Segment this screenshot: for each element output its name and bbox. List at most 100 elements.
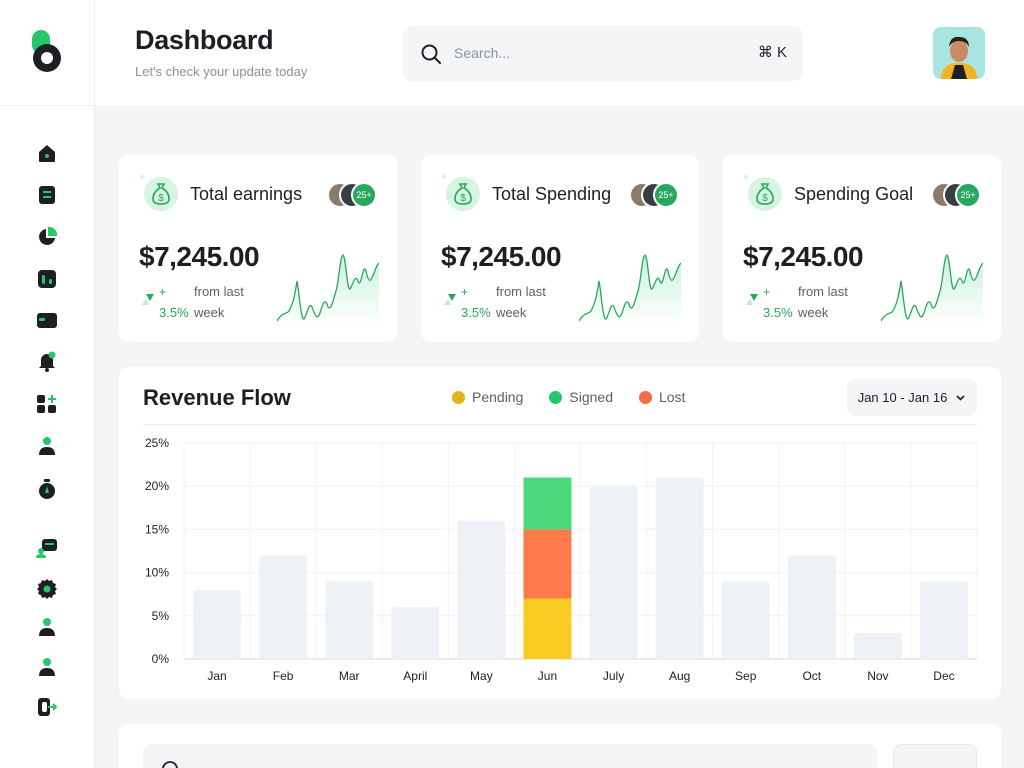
trend-percent: 3.5% [461, 305, 491, 320]
x-tick-label: Feb [273, 669, 294, 683]
wallet-icon [37, 313, 57, 328]
revenue-title: Revenue Flow [143, 385, 291, 410]
divider [143, 424, 977, 425]
trend-from-label: from last [798, 284, 848, 299]
sidebar-item-notifications[interactable] [33, 347, 61, 375]
y-tick-label: 15% [145, 522, 169, 536]
stat-card-total-spending: $ Total Spending 25+ $7,245.00 + 3.5% fr… [421, 155, 699, 342]
search-bar[interactable]: Search... ⌘ K [403, 26, 803, 81]
legend-label: Pending [472, 389, 524, 405]
bar-segment-lost [523, 529, 572, 599]
sidebar-item-analytics[interactable] [33, 265, 61, 293]
bar [391, 607, 440, 659]
bell-icon [39, 351, 56, 372]
bar [919, 581, 968, 659]
legend-item-pending[interactable]: Pending [452, 389, 523, 405]
legend-label: Lost [658, 389, 686, 405]
svg-text:$: $ [158, 193, 164, 204]
logout-icon [38, 698, 58, 716]
date-range-dropdown[interactable]: Jan 10 - Jan 16 [847, 379, 977, 416]
search-input[interactable]: Search... [454, 45, 511, 61]
sidebar-item-messages[interactable] [33, 534, 61, 562]
avatar-count-badge: 25+ [955, 182, 981, 208]
money-bag-icon: $ [140, 175, 178, 211]
date-range-label: Jan 10 - Jan 16 [857, 390, 948, 405]
card-value: $7,245.00 [743, 241, 864, 272]
sidebar-item-settings[interactable] [33, 574, 61, 602]
stat-card-total-earnings: $ Total earnings 25+ $7,245.00 + 3.5% fr… [119, 155, 397, 342]
bar [325, 581, 374, 659]
legend-dot [452, 390, 465, 404]
bar [787, 555, 836, 659]
bar-chart-icon [38, 270, 56, 288]
gear-icon [37, 579, 57, 599]
bar [457, 520, 506, 659]
page-title: Dashboard [135, 25, 274, 55]
avatar-count-badge: 25+ [653, 182, 679, 208]
x-tick-label: Jan [207, 669, 226, 683]
sidebar-item-reports[interactable] [33, 223, 61, 251]
search-icon [162, 761, 178, 768]
avatar[interactable] [933, 27, 985, 79]
legend-dot [638, 390, 652, 404]
document-icon [39, 186, 55, 204]
bar [259, 555, 308, 659]
x-tick-label: April [403, 669, 427, 683]
avatar-count-badge: 25+ [351, 182, 377, 208]
x-tick-label: July [603, 669, 624, 683]
legend-item-signed[interactable]: Signed [549, 389, 613, 405]
svg-text:$: $ [762, 193, 768, 204]
sidebar-item-documents[interactable] [33, 181, 61, 209]
page-subtitle: Let's check your update today [135, 64, 308, 79]
timer-icon [39, 479, 55, 499]
bar [655, 477, 704, 659]
bar-segment-pending [523, 598, 572, 659]
card-avatars: 25+ [931, 182, 981, 208]
trend-down-icon [444, 294, 456, 305]
sidebar-item-account[interactable] [33, 613, 61, 641]
sidebar-item-team[interactable] [33, 653, 61, 681]
x-tick-label: Mar [339, 669, 360, 683]
trend-from-label: from last [194, 284, 244, 299]
x-tick-label: Oct [802, 669, 821, 683]
filter-button[interactable] [893, 744, 977, 768]
sidebar-item-wallet[interactable] [33, 306, 61, 334]
card-value: $7,245.00 [139, 241, 260, 272]
sidebar-item-home[interactable] [33, 139, 61, 167]
sidebar-item-timer[interactable] [33, 475, 61, 503]
home-icon [39, 145, 55, 162]
x-tick-label: May [470, 669, 493, 683]
user-icon-2 [39, 618, 55, 636]
logo-icon [32, 30, 61, 72]
y-tick-label: 10% [145, 566, 169, 580]
trend-percent: 3.5% [763, 305, 793, 320]
legend-dot [549, 390, 563, 404]
message-user-icon [36, 539, 57, 558]
sidebar-item-profile[interactable] [33, 432, 61, 460]
user-icon [39, 437, 55, 455]
card-title: Total earnings [190, 184, 303, 204]
trend-down-icon [142, 294, 154, 305]
trend-down-icon [746, 294, 758, 305]
bar-segment-signed [523, 477, 572, 530]
bar [853, 633, 902, 659]
stat-card-spending-goal: $ Spending Goal 25+ $7,245.00 + 3.5% fro… [723, 155, 1001, 342]
revenue-bar-chart: 0% 5% 10% 15% 20% 25% Jan Feb Mar April May Jun July… [145, 436, 978, 683]
trend-percent: 3.5% [159, 305, 189, 320]
svg-text:$: $ [460, 193, 466, 204]
trend-sign: + [461, 285, 469, 299]
table-search-input[interactable] [143, 744, 877, 768]
sparkline [277, 254, 379, 325]
trend-sign: + [159, 285, 167, 299]
x-tick-label: Aug [669, 669, 690, 683]
bar [721, 581, 770, 659]
x-tick-label: Jun [538, 669, 557, 683]
sidebar-item-logout[interactable] [33, 693, 61, 721]
legend-item-lost[interactable]: Lost [638, 389, 686, 405]
trend-sign: + [763, 285, 771, 299]
sidebar-item-apps[interactable] [33, 390, 61, 418]
chart-legend: Pending Signed Lost [452, 389, 685, 405]
card-title: Total Spending [492, 184, 612, 204]
x-tick-label: Sep [735, 669, 757, 683]
card-avatars: 25+ [629, 182, 679, 208]
